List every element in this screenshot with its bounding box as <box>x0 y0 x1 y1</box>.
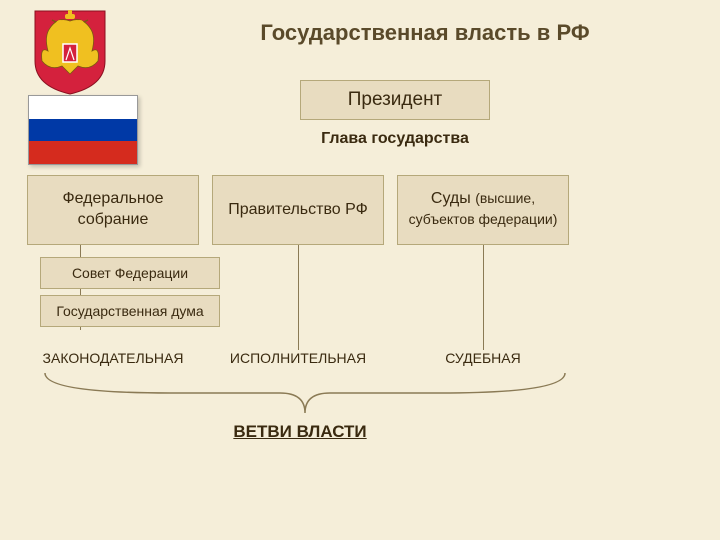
executive-body-box: Правительство РФ <box>212 175 384 245</box>
flag-stripe-blue <box>29 119 137 142</box>
executive-label: ИСПОЛНИТЕЛЬНАЯ <box>212 350 384 366</box>
president-box: Президент <box>300 80 490 120</box>
judicial-body-box: Суды (высшие, субъектов федерации) <box>397 175 569 245</box>
connector-judicial <box>483 245 484 350</box>
judicial-label: СУДЕБНАЯ <box>397 350 569 366</box>
russian-emblem-icon <box>30 6 110 96</box>
connector-executive <box>298 245 299 350</box>
page-title: Государственная власть в РФ <box>150 20 700 46</box>
russian-flag-icon <box>28 95 138 165</box>
judicial-main: Суды <box>431 190 475 207</box>
branches-of-power-label: ВЕТВИ ВЛАСТИ <box>0 422 600 442</box>
federation-council-box: Совет Федерации <box>40 257 220 289</box>
head-of-state-label: Глава государства <box>300 130 490 148</box>
legislative-body-box: Федеральное собрание <box>27 175 199 245</box>
state-duma-box: Государственная дума <box>40 295 220 327</box>
curly-brace-icon <box>40 368 570 418</box>
flag-stripe-white <box>29 96 137 119</box>
legislative-label: ЗАКОНОДАТЕЛЬНАЯ <box>27 350 199 366</box>
flag-stripe-red <box>29 141 137 164</box>
